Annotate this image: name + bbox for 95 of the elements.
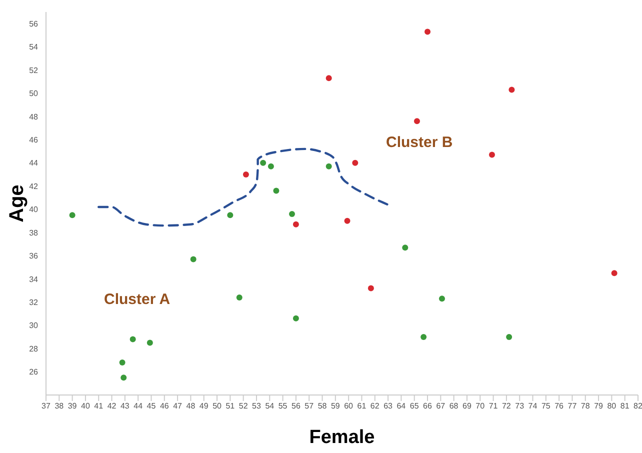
- x-tick-label: 60: [344, 402, 354, 411]
- x-tick-label: 64: [396, 402, 406, 411]
- x-tick-label: 80: [607, 402, 617, 411]
- y-tick-label: 28: [29, 344, 39, 354]
- x-tick-label: 75: [541, 402, 551, 411]
- x-tick-label: 38: [54, 402, 64, 411]
- point: [120, 374, 127, 381]
- y-tick-label: 34: [29, 274, 39, 284]
- point: [488, 152, 495, 158]
- y-tick-label: 46: [29, 136, 39, 145]
- x-tick-label: 54: [265, 402, 275, 411]
- x-tick-label: 37: [42, 402, 51, 411]
- point: [326, 163, 332, 170]
- x-tick-label: 79: [594, 402, 604, 411]
- point: [190, 256, 196, 262]
- y-tick-label: 42: [29, 182, 39, 191]
- annotation: Cluster A: [104, 291, 170, 308]
- x-tick-label: 67: [436, 402, 446, 411]
- point: [227, 212, 234, 218]
- x-tick-label: 78: [580, 402, 590, 411]
- x-tick-label: 52: [238, 402, 248, 411]
- x-tick-label: 56: [292, 402, 301, 411]
- point: [611, 270, 618, 276]
- point: [352, 160, 358, 166]
- x-tick-label: 70: [476, 402, 486, 411]
- point: [69, 212, 76, 218]
- point: [119, 360, 126, 366]
- y-tick-label: 38: [29, 228, 39, 238]
- x-tick-label: 76: [554, 402, 564, 411]
- point: [402, 244, 408, 251]
- point: [289, 210, 296, 217]
- x-tick-label: 77: [568, 402, 578, 411]
- y-tick-label: 48: [29, 112, 39, 122]
- x-tick-label: 74: [528, 402, 538, 411]
- x-tick-label: 39: [68, 402, 78, 411]
- annotation: Cluster B: [386, 134, 453, 151]
- point: [292, 315, 299, 322]
- x-tick-label: 82: [634, 402, 642, 411]
- y-tick-label: 32: [29, 298, 39, 307]
- x-tick-label: 45: [146, 402, 156, 411]
- x-tick-label: 53: [252, 402, 262, 411]
- point: [260, 160, 266, 166]
- point: [130, 336, 136, 342]
- x-tick-label: 50: [212, 402, 222, 411]
- x-tick-label: 69: [462, 402, 472, 411]
- x-tick-label: 55: [278, 402, 288, 411]
- x-tick-label: 58: [318, 402, 328, 411]
- point: [268, 163, 274, 170]
- x-tick-label: 81: [620, 402, 630, 411]
- point: [344, 218, 350, 224]
- point: [292, 221, 299, 228]
- y-tick-label: 54: [29, 42, 39, 52]
- x-tick-label: 57: [304, 402, 314, 411]
- x-tick-label: 47: [173, 402, 183, 411]
- y-tick-label: 50: [29, 89, 39, 98]
- x-tick-label: 43: [120, 402, 130, 411]
- x-tick-label: 61: [357, 402, 367, 411]
- point: [424, 28, 431, 35]
- x-tick-label: 62: [370, 402, 380, 411]
- point: [508, 86, 515, 93]
- x-tick-label: 46: [160, 402, 170, 411]
- point: [438, 296, 445, 302]
- point: [414, 118, 420, 124]
- x-tick-label: 41: [94, 402, 104, 411]
- point: [273, 188, 280, 194]
- y-tick-label: 44: [29, 158, 39, 168]
- x-tick-label: 40: [81, 402, 90, 411]
- x-axis-title: Female: [309, 427, 375, 448]
- x-tick-label: 66: [423, 402, 433, 411]
- y-axis-title: Age: [6, 184, 28, 222]
- x-tick-label: 71: [488, 402, 498, 411]
- x-tick-label: 65: [410, 402, 420, 411]
- x-tick-label: 48: [186, 402, 196, 411]
- point: [326, 75, 332, 82]
- point: [420, 334, 427, 340]
- x-tick-label: 73: [515, 402, 525, 411]
- x-tick-label: 51: [226, 402, 236, 411]
- y-tick-label: 56: [29, 19, 39, 28]
- y-tick-label: 52: [29, 66, 39, 75]
- x-tick-label: 44: [134, 402, 144, 411]
- x-tick-label: 42: [107, 402, 117, 411]
- y-tick-label: 36: [29, 252, 39, 261]
- x-tick-label: 49: [199, 402, 209, 411]
- point: [146, 340, 153, 346]
- x-tick-label: 59: [330, 402, 340, 411]
- point: [236, 294, 242, 301]
- x-tick-label: 68: [449, 402, 459, 411]
- point: [506, 334, 512, 340]
- y-tick-label: 30: [29, 321, 39, 330]
- point: [242, 171, 249, 178]
- y-tick-label: 26: [29, 368, 39, 377]
- x-tick-label: 63: [384, 402, 394, 411]
- y-tick-label: 40: [29, 205, 39, 214]
- point: [368, 285, 374, 292]
- x-tick-label: 72: [502, 402, 512, 411]
